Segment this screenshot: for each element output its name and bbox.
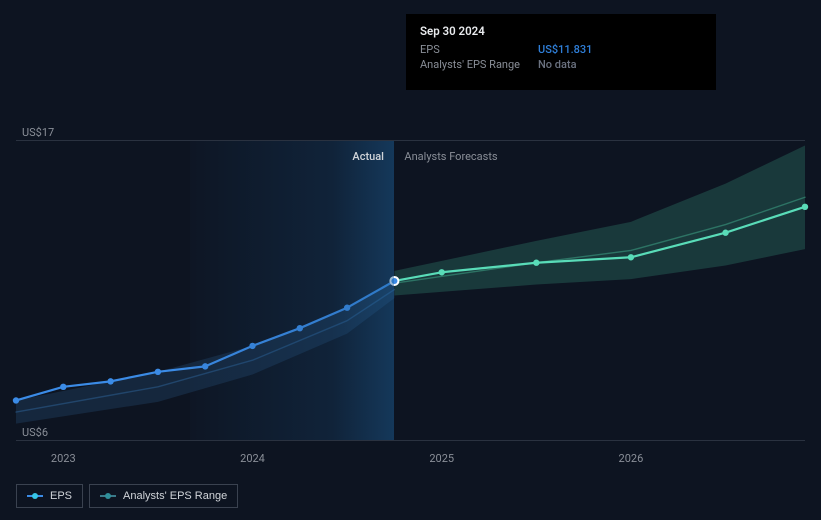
tooltip-label: Analysts' EPS Range xyxy=(420,58,538,71)
x-tick-label: 2026 xyxy=(619,452,644,465)
legend-item-eps[interactable]: EPS xyxy=(16,484,83,508)
plot-area[interactable]: Actual Analysts Forecasts US$6 US$17 202… xyxy=(16,140,805,440)
legend-label: EPS xyxy=(50,490,72,502)
y-tick-label: US$6 xyxy=(22,426,48,439)
legend-label: Analysts' EPS Range xyxy=(123,490,227,502)
tooltip-row: Analysts' EPS Range No data xyxy=(420,57,702,72)
chart-svg xyxy=(16,140,805,440)
actual-shaded-region xyxy=(190,140,394,440)
tooltip-date: Sep 30 2024 xyxy=(420,24,702,38)
tooltip-row: EPS US$11.831 xyxy=(420,42,702,57)
legend-swatch-icon xyxy=(100,492,116,500)
tooltip-label: EPS xyxy=(420,43,538,56)
legend-swatch-icon xyxy=(27,492,43,500)
gridline-lower xyxy=(16,440,805,441)
tooltip-value-eps: US$11.831 xyxy=(538,43,592,56)
chart-tooltip: Sep 30 2024 EPS US$11.831 Analysts' EPS … xyxy=(406,14,716,90)
tooltip-value-range: No data xyxy=(538,58,577,71)
section-label-actual: Actual xyxy=(352,150,384,163)
x-tick-label: 2025 xyxy=(429,452,454,465)
legend-item-range[interactable]: Analysts' EPS Range xyxy=(89,484,238,508)
chart-legend: EPS Analysts' EPS Range xyxy=(16,484,238,508)
gridline-upper xyxy=(16,140,805,141)
eps-chart: Actual Analysts Forecasts US$6 US$17 202… xyxy=(16,140,805,440)
x-tick-label: 2024 xyxy=(240,452,265,465)
x-tick-label: 2023 xyxy=(51,452,76,465)
y-tick-label: US$17 xyxy=(22,126,54,139)
section-label-forecast: Analysts Forecasts xyxy=(404,150,497,163)
